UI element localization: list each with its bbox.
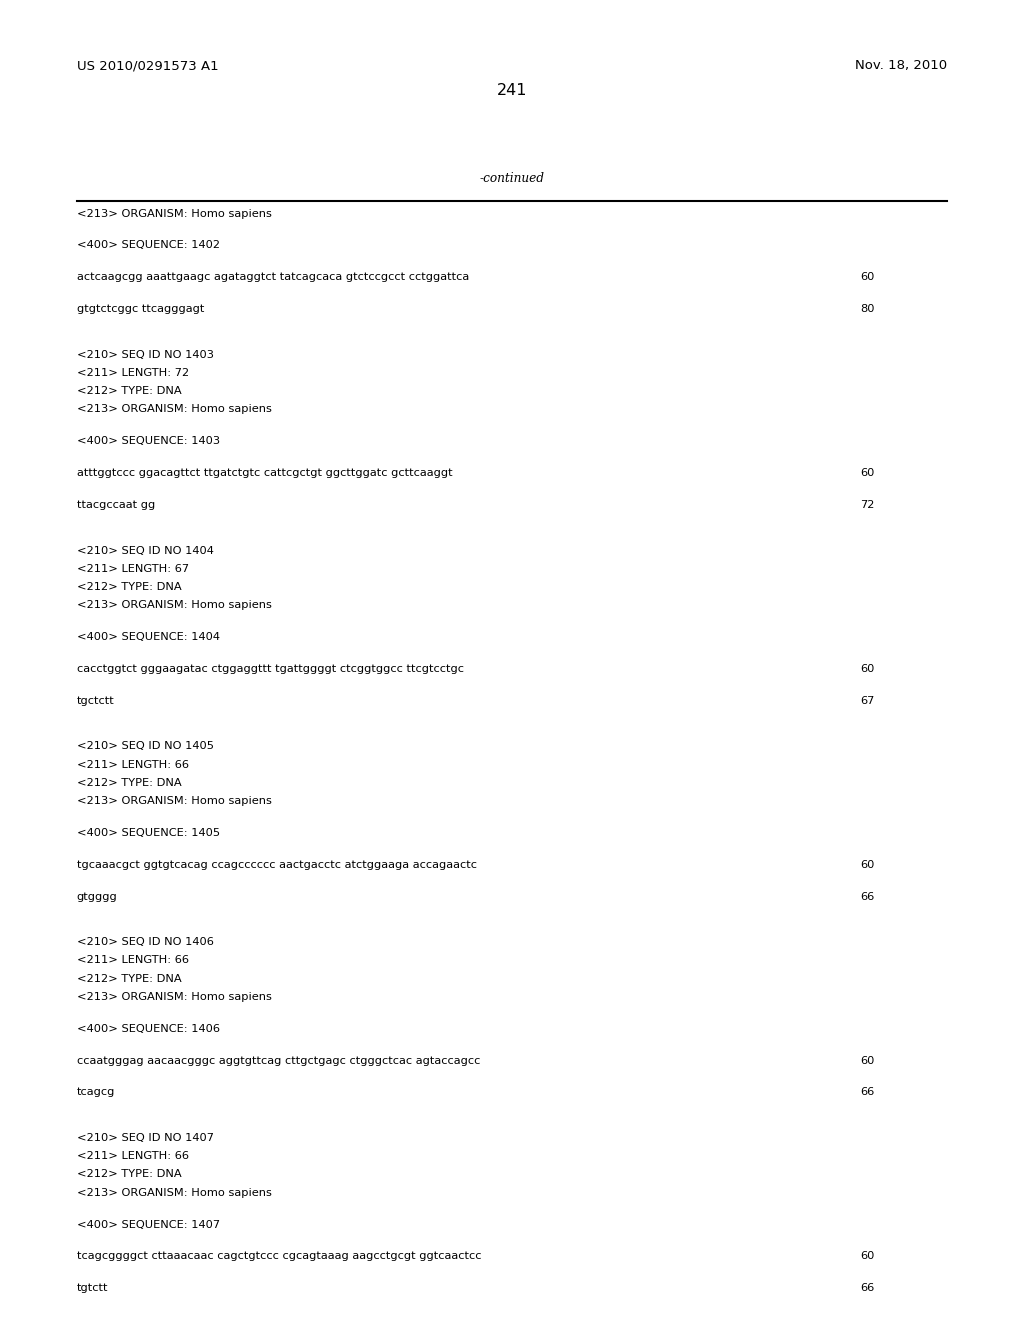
Text: 60: 60 xyxy=(860,469,874,478)
Text: <400> SEQUENCE: 1406: <400> SEQUENCE: 1406 xyxy=(77,1024,220,1034)
Text: <213> ORGANISM: Homo sapiens: <213> ORGANISM: Homo sapiens xyxy=(77,1188,271,1197)
Text: <213> ORGANISM: Homo sapiens: <213> ORGANISM: Homo sapiens xyxy=(77,404,271,414)
Text: gtgggg: gtgggg xyxy=(77,892,118,902)
Text: 80: 80 xyxy=(860,304,874,314)
Text: tgtctt: tgtctt xyxy=(77,1283,109,1294)
Text: <213> ORGANISM: Homo sapiens: <213> ORGANISM: Homo sapiens xyxy=(77,991,271,1002)
Text: tgcaaacgct ggtgtcacag ccagcccccc aactgacctc atctggaaga accagaactc: tgcaaacgct ggtgtcacag ccagcccccc aactgac… xyxy=(77,859,477,870)
Text: <211> LENGTH: 66: <211> LENGTH: 66 xyxy=(77,759,188,770)
Text: 60: 60 xyxy=(860,664,874,675)
Text: <210> SEQ ID NO 1403: <210> SEQ ID NO 1403 xyxy=(77,350,214,360)
Text: <211> LENGTH: 66: <211> LENGTH: 66 xyxy=(77,1151,188,1162)
Text: <400> SEQUENCE: 1403: <400> SEQUENCE: 1403 xyxy=(77,437,220,446)
Text: gtgtctcggc ttcagggagt: gtgtctcggc ttcagggagt xyxy=(77,304,204,314)
Text: 67: 67 xyxy=(860,696,874,706)
Text: US 2010/0291573 A1: US 2010/0291573 A1 xyxy=(77,59,218,73)
Text: <400> SEQUENCE: 1404: <400> SEQUENCE: 1404 xyxy=(77,632,220,642)
Text: <212> TYPE: DNA: <212> TYPE: DNA xyxy=(77,387,181,396)
Text: 241: 241 xyxy=(497,83,527,98)
Text: Nov. 18, 2010: Nov. 18, 2010 xyxy=(855,59,947,73)
Text: <212> TYPE: DNA: <212> TYPE: DNA xyxy=(77,1170,181,1180)
Text: 66: 66 xyxy=(860,1283,874,1294)
Text: <210> SEQ ID NO 1405: <210> SEQ ID NO 1405 xyxy=(77,742,214,751)
Text: atttggtccc ggacagttct ttgatctgtc cattcgctgt ggcttggatc gcttcaaggt: atttggtccc ggacagttct ttgatctgtc cattcgc… xyxy=(77,469,453,478)
Text: 66: 66 xyxy=(860,1088,874,1097)
Text: 60: 60 xyxy=(860,1056,874,1065)
Text: <212> TYPE: DNA: <212> TYPE: DNA xyxy=(77,582,181,591)
Text: tcagcggggct cttaaacaac cagctgtccc cgcagtaaag aagcctgcgt ggtcaactcc: tcagcggggct cttaaacaac cagctgtccc cgcagt… xyxy=(77,1251,481,1262)
Text: <212> TYPE: DNA: <212> TYPE: DNA xyxy=(77,777,181,788)
Text: <213> ORGANISM: Homo sapiens: <213> ORGANISM: Homo sapiens xyxy=(77,601,271,610)
Text: <400> SEQUENCE: 1407: <400> SEQUENCE: 1407 xyxy=(77,1220,220,1229)
Text: actcaagcgg aaattgaagc agataggtct tatcagcaca gtctccgcct cctggattca: actcaagcgg aaattgaagc agataggtct tatcagc… xyxy=(77,272,469,282)
Text: <211> LENGTH: 72: <211> LENGTH: 72 xyxy=(77,368,188,378)
Text: <210> SEQ ID NO 1404: <210> SEQ ID NO 1404 xyxy=(77,545,214,556)
Text: 60: 60 xyxy=(860,859,874,870)
Text: <213> ORGANISM: Homo sapiens: <213> ORGANISM: Homo sapiens xyxy=(77,209,271,219)
Text: <211> LENGTH: 67: <211> LENGTH: 67 xyxy=(77,564,188,574)
Text: ccaatgggag aacaacgggc aggtgttcag cttgctgagc ctgggctcac agtaccagcc: ccaatgggag aacaacgggc aggtgttcag cttgctg… xyxy=(77,1056,480,1065)
Text: tcagcg: tcagcg xyxy=(77,1088,115,1097)
Text: <400> SEQUENCE: 1405: <400> SEQUENCE: 1405 xyxy=(77,828,220,838)
Text: <210> SEQ ID NO 1406: <210> SEQ ID NO 1406 xyxy=(77,937,214,948)
Text: <210> SEQ ID NO 1407: <210> SEQ ID NO 1407 xyxy=(77,1133,214,1143)
Text: <213> ORGANISM: Homo sapiens: <213> ORGANISM: Homo sapiens xyxy=(77,796,271,807)
Text: <211> LENGTH: 66: <211> LENGTH: 66 xyxy=(77,956,188,965)
Text: 60: 60 xyxy=(860,272,874,282)
Text: cacctggtct gggaagatac ctggaggttt tgattggggt ctcggtggcc ttcgtcctgc: cacctggtct gggaagatac ctggaggttt tgattgg… xyxy=(77,664,464,675)
Text: tgctctt: tgctctt xyxy=(77,696,115,706)
Text: <212> TYPE: DNA: <212> TYPE: DNA xyxy=(77,974,181,983)
Text: 72: 72 xyxy=(860,500,874,510)
Text: <400> SEQUENCE: 1402: <400> SEQUENCE: 1402 xyxy=(77,240,220,251)
Text: 60: 60 xyxy=(860,1251,874,1262)
Text: ttacgccaat gg: ttacgccaat gg xyxy=(77,500,155,510)
Text: -continued: -continued xyxy=(479,172,545,185)
Text: 66: 66 xyxy=(860,892,874,902)
